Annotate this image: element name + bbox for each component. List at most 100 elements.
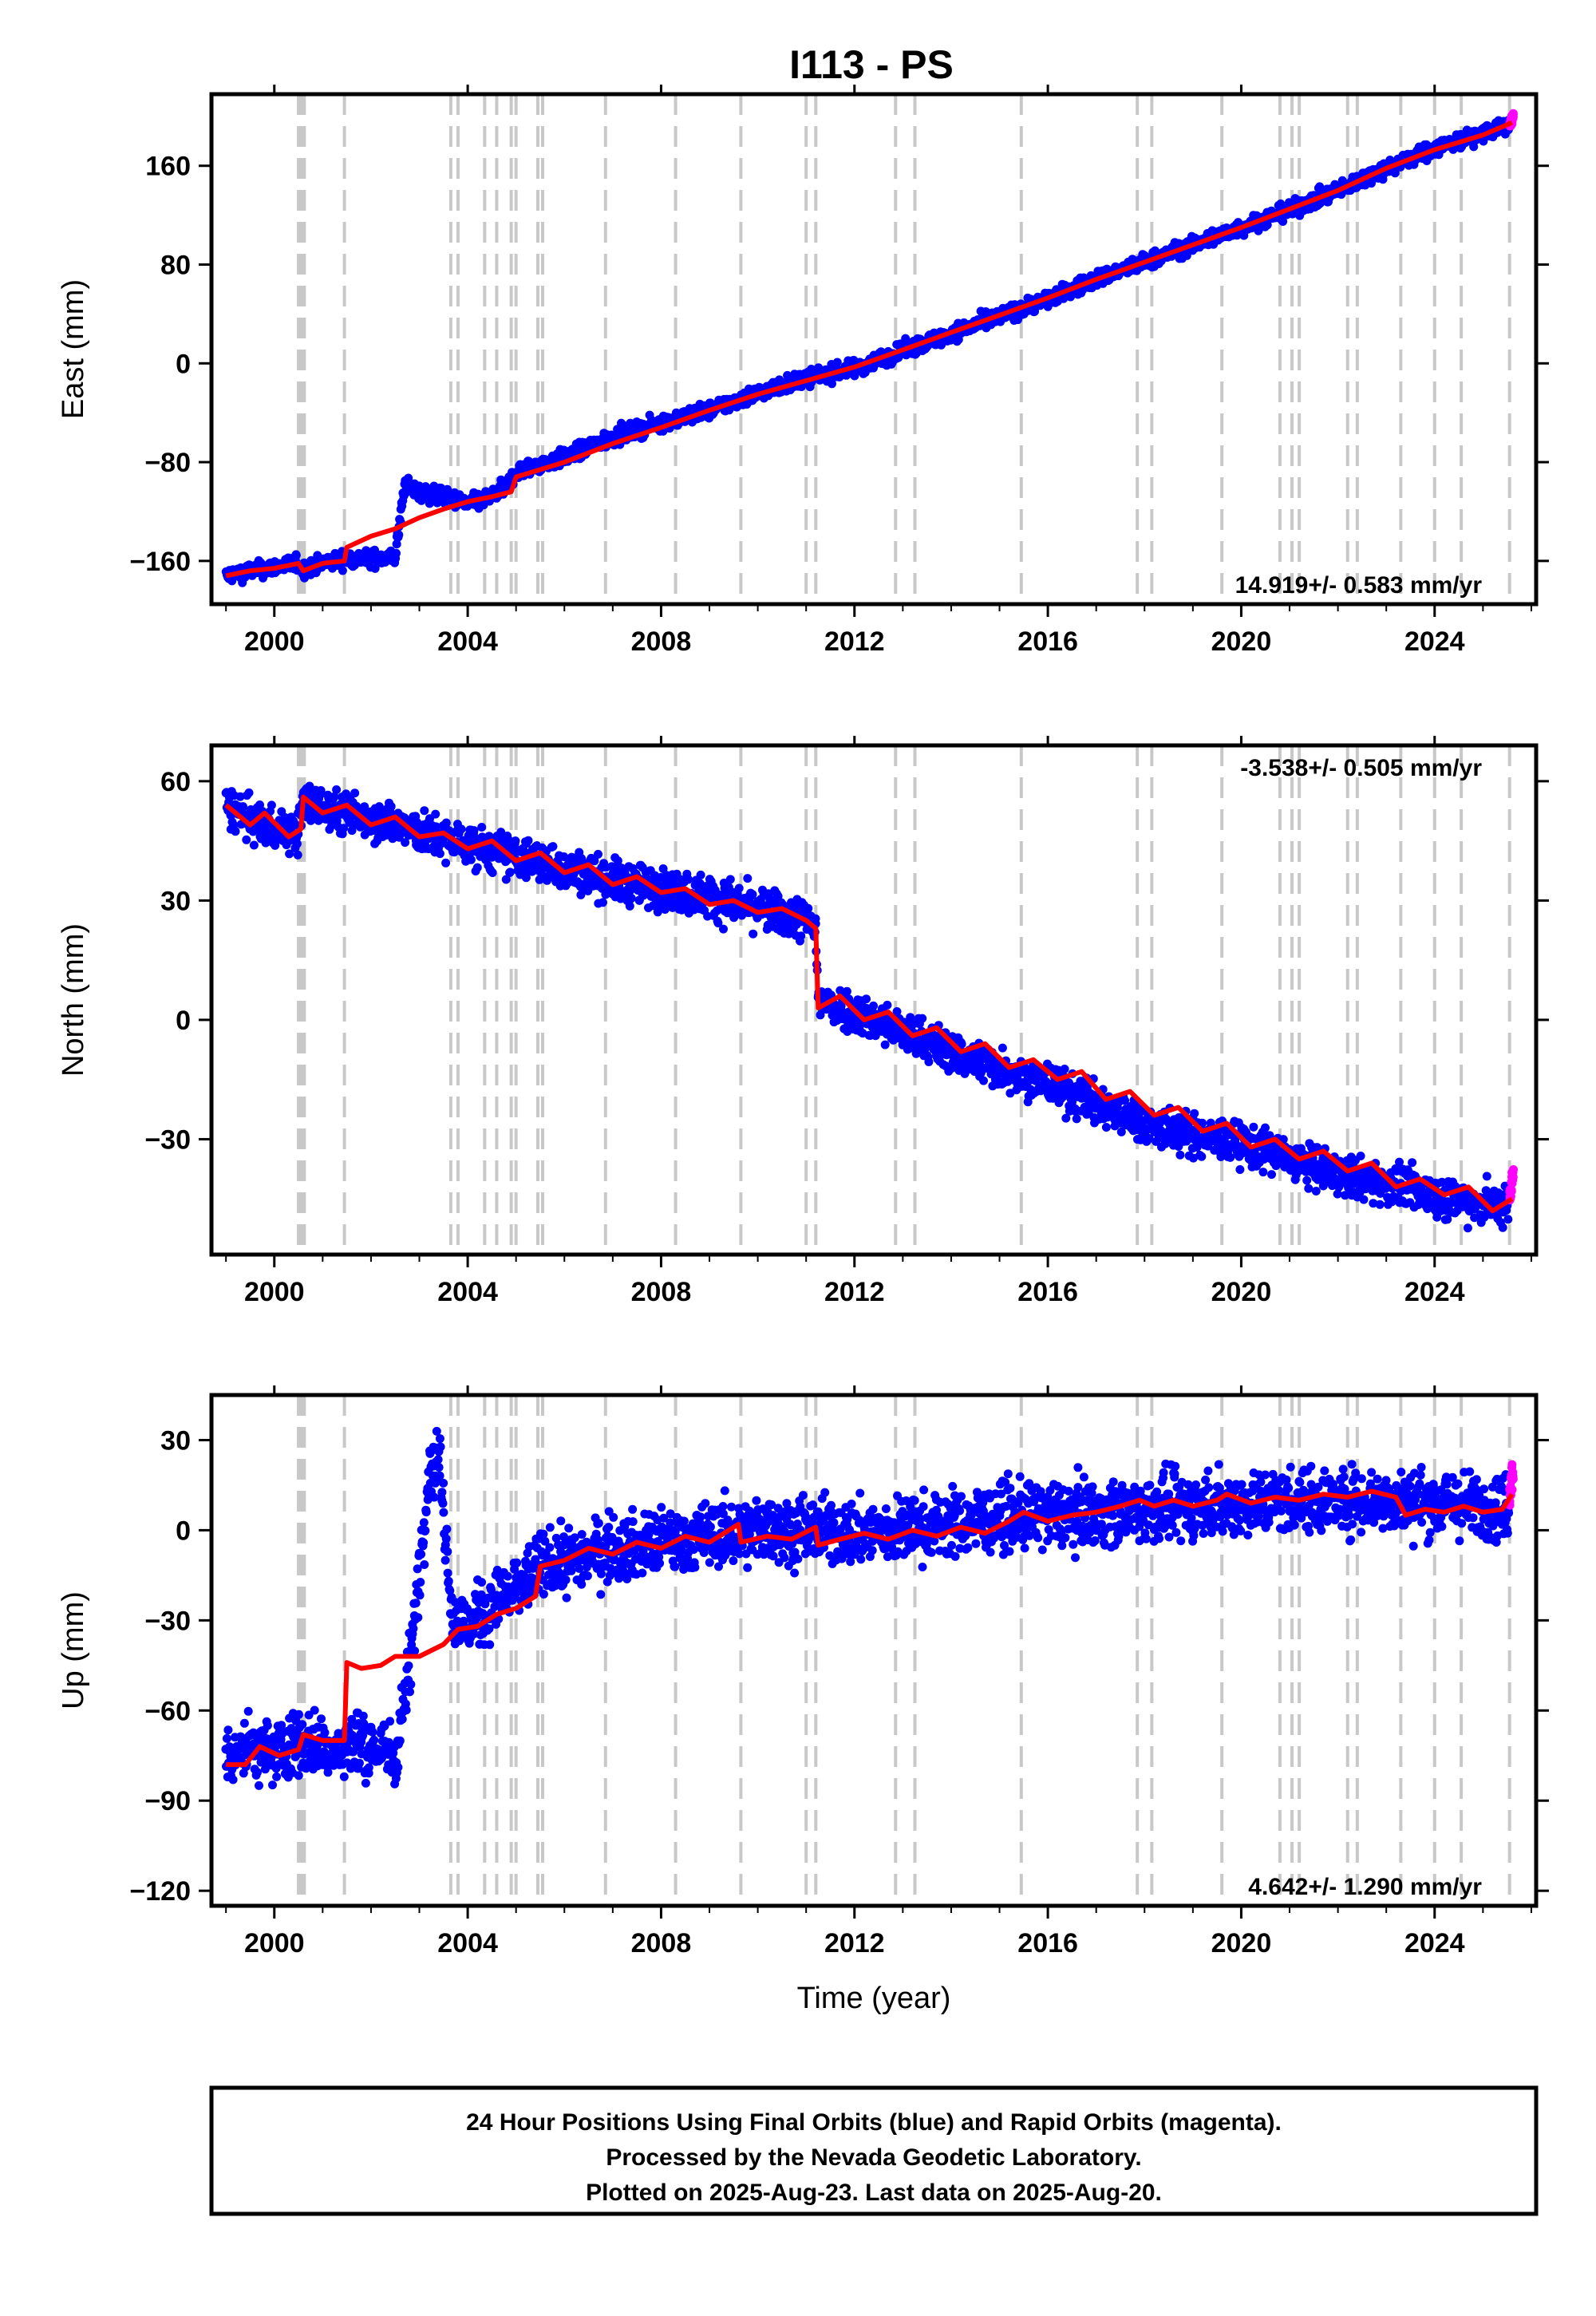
final-orbit-point — [548, 842, 558, 852]
final-orbit-point — [505, 868, 515, 877]
final-orbit-point — [892, 1007, 902, 1016]
final-orbit-point — [883, 1000, 892, 1010]
final-orbit-point — [734, 883, 744, 893]
north-final-orbit-points — [221, 781, 1514, 1233]
final-orbit-point — [1190, 1109, 1199, 1118]
final-orbit-point — [1341, 1191, 1349, 1200]
final-orbit-point — [832, 358, 842, 367]
x-tick-label: 2000 — [244, 626, 305, 657]
final-orbit-point — [842, 986, 851, 996]
final-orbit-point — [235, 792, 245, 801]
x-tick-label: 2008 — [631, 626, 692, 657]
north-panel: 2000 2004 2008 2012 2016 2020 2024−3003060Nort… — [57, 736, 1549, 1307]
final-orbit-point — [293, 850, 302, 860]
final-orbit-point — [1116, 1127, 1126, 1136]
final-orbit-point — [339, 824, 349, 833]
final-orbit-point — [242, 835, 251, 844]
final-orbit-point — [330, 792, 339, 801]
x-tick-label: 2024 — [1404, 626, 1465, 657]
final-orbit-point — [1262, 220, 1272, 230]
final-orbit-point — [598, 898, 607, 907]
final-orbit-point — [350, 788, 360, 798]
final-orbit-point — [979, 1076, 988, 1085]
final-orbit-point — [625, 901, 634, 911]
east-y-axis-label: East (mm) — [57, 279, 90, 419]
final-orbit-point — [713, 919, 723, 927]
final-orbit-point — [292, 839, 302, 848]
final-orbit-point — [1271, 1161, 1281, 1171]
final-orbit-point — [523, 836, 533, 845]
final-orbit-point — [1276, 199, 1286, 208]
final-orbit-point — [244, 788, 254, 797]
final-orbit-point — [957, 1039, 966, 1049]
final-orbit-point — [1120, 1096, 1129, 1105]
final-orbit-point — [392, 548, 401, 558]
final-orbit-point — [441, 858, 451, 868]
final-orbit-point — [469, 826, 479, 836]
final-orbit-point — [862, 994, 871, 1004]
final-orbit-point — [291, 551, 301, 560]
final-orbit-point — [511, 836, 520, 846]
final-orbit-point — [1226, 1152, 1235, 1162]
final-orbit-point — [392, 539, 401, 549]
final-orbit-point — [285, 849, 294, 859]
final-orbit-point — [613, 856, 622, 866]
final-orbit-point — [488, 868, 497, 877]
final-orbit-point — [1359, 1195, 1369, 1204]
east-final-orbit-points — [221, 116, 1514, 587]
final-orbit-point — [658, 864, 668, 873]
final-orbit-point — [501, 875, 511, 884]
final-orbit-point — [316, 786, 326, 795]
final-orbit-point — [472, 863, 482, 872]
final-orbit-point — [1258, 1168, 1268, 1177]
final-orbit-point — [660, 905, 670, 914]
y-tick-label: 160 — [145, 152, 191, 182]
final-orbit-point — [435, 849, 444, 859]
east-x-axis: 2000 2004 2008 2012 2016 2020 2024 — [225, 85, 1532, 657]
final-orbit-point — [441, 818, 451, 828]
east-event-lines — [297, 94, 1511, 604]
final-orbit-point — [743, 874, 753, 883]
final-orbit-point — [231, 827, 240, 836]
final-orbit-point — [521, 873, 531, 883]
final-orbit-point — [267, 800, 276, 810]
final-orbit-point — [918, 1014, 927, 1023]
final-orbit-point — [719, 924, 728, 934]
east-rate-label: 14.919+/- 0.583 mm/yr — [1235, 572, 1483, 599]
final-orbit-point — [1072, 1114, 1081, 1124]
final-orbit-point — [1061, 1113, 1071, 1123]
x-tick-label: 2012 — [824, 626, 885, 657]
x-tick-label: 2004 — [437, 626, 498, 657]
final-orbit-point — [466, 855, 476, 864]
final-orbit-point — [431, 809, 440, 819]
final-orbit-point — [828, 379, 836, 389]
y-tick-label: 80 — [160, 251, 191, 281]
final-orbit-point — [1175, 1150, 1185, 1160]
final-orbit-point — [1302, 1176, 1312, 1185]
final-orbit-point — [869, 1001, 878, 1010]
final-orbit-point — [590, 856, 599, 866]
final-orbit-point — [496, 828, 506, 837]
final-orbit-point — [386, 802, 396, 811]
chart-title: I113 - PS — [789, 42, 954, 87]
final-orbit-point — [1356, 1152, 1365, 1160]
y-tick-label: −80 — [144, 448, 191, 478]
final-orbit-point — [796, 931, 806, 941]
final-orbit-point — [1333, 1189, 1342, 1199]
final-orbit-point — [456, 824, 466, 834]
final-orbit-point — [748, 890, 757, 899]
final-orbit-point — [1235, 1165, 1245, 1174]
final-orbit-point — [1304, 1184, 1314, 1193]
final-orbit-point — [1101, 1123, 1111, 1132]
final-orbit-point — [1182, 251, 1191, 260]
final-orbit-point — [749, 929, 758, 939]
final-orbit-point — [1188, 1153, 1198, 1163]
final-orbit-point — [1267, 1170, 1276, 1180]
final-orbit-point — [594, 849, 602, 859]
final-orbit-point — [1375, 1199, 1385, 1209]
final-orbit-point — [725, 875, 735, 884]
final-orbit-point — [420, 806, 429, 816]
final-orbit-point — [394, 530, 404, 539]
final-orbit-point — [998, 1043, 1007, 1053]
